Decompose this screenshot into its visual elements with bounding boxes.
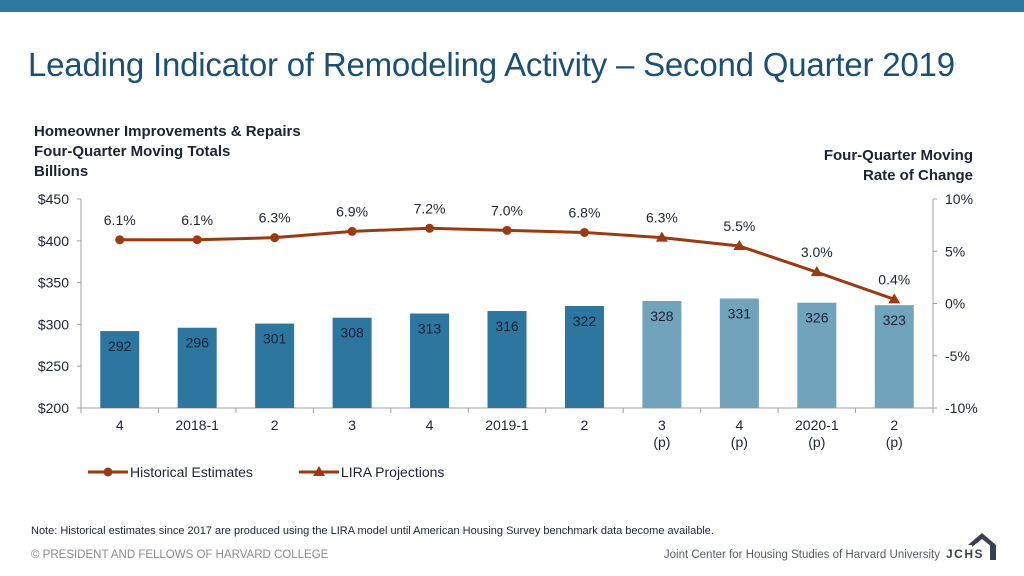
bar (177, 327, 217, 408)
line-point (425, 223, 435, 233)
bar (642, 300, 682, 408)
line-value-label: 3.0% (801, 244, 833, 260)
circle-marker-icon (88, 467, 128, 477)
line-value-label: 6.1% (181, 212, 213, 228)
left-tick-label: $250 (38, 358, 69, 374)
right-tick-label: 10% (945, 191, 973, 207)
line-value-label: 5.5% (723, 218, 755, 234)
x-tick-label: 2 (890, 417, 898, 433)
legend-item-projections: LIRA Projections (298, 464, 445, 480)
bar (100, 331, 140, 408)
bar-value-label: 296 (186, 335, 210, 351)
x-tick-label: 2 (271, 417, 279, 433)
chart-legend: Historical Estimates LIRA Projections (88, 464, 444, 480)
x-tick-sublabel: (p) (886, 434, 903, 450)
x-tick-label: 2019-1 (485, 417, 529, 433)
left-axis-title: Homeowner Improvements & Repairs Four-Qu… (34, 122, 301, 182)
x-tick-label: 4 (735, 417, 743, 433)
organization-name: Joint Center for Housing Studies of Harv… (663, 549, 940, 561)
right-tick-label: 0% (945, 296, 965, 312)
triangle-marker-icon (298, 466, 339, 476)
line-value-label: 6.9% (336, 203, 368, 219)
line-value-label: 0.4% (878, 271, 910, 287)
left-axis-title-line: Billions (34, 163, 89, 180)
bar-value-label: 301 (263, 331, 287, 347)
logo-text: JCHS (946, 547, 984, 561)
right-tick-label: -5% (945, 348, 970, 364)
x-tick-sublabel: (p) (808, 434, 825, 450)
x-tick-sublabel: (p) (731, 434, 748, 450)
right-axis-title: Four-Quarter Moving Rate of Change (824, 146, 973, 186)
line-point (810, 266, 823, 277)
jchs-logo-icon: JCHS (946, 533, 996, 561)
bar (255, 323, 295, 408)
line-value-label: 6.8% (568, 204, 600, 220)
bar-value-label: 331 (728, 305, 752, 321)
line-point (502, 225, 512, 235)
left-tick-label: $200 (38, 400, 69, 416)
left-tick-label: $300 (38, 316, 69, 332)
line-value-label: 6.3% (259, 210, 291, 226)
left-axis-title-line: Homeowner Improvements & Repairs (34, 123, 301, 140)
x-tick-label: 2018-1 (175, 417, 219, 433)
x-tick-label: 3 (658, 417, 666, 433)
line-point (115, 235, 125, 245)
bar (564, 306, 604, 408)
bar (797, 302, 837, 408)
legend-label: Historical Estimates (130, 464, 253, 480)
right-axis-title-line: Rate of Change (862, 167, 973, 184)
bar (410, 313, 450, 408)
bar-value-label: 316 (495, 318, 519, 334)
line-value-label: 6.1% (104, 212, 136, 228)
line-value-label: 6.3% (646, 210, 678, 226)
copyright-text: © PRESIDENT AND FELLOWS OF HARVARD COLLE… (31, 549, 329, 561)
left-axis-title-line: Four-Quarter Moving Totals (34, 143, 231, 160)
bar (332, 317, 372, 408)
legend-item-historical: Historical Estimates (88, 464, 253, 480)
line-value-label: 7.0% (491, 202, 523, 218)
bar-value-label: 326 (805, 310, 829, 326)
x-tick-sublabel: (p) (653, 434, 670, 450)
right-tick-label: 5% (945, 243, 965, 259)
bar (487, 311, 527, 408)
footnote: Note: Historical estimates since 2017 ar… (31, 525, 714, 537)
line-point (270, 233, 280, 243)
bar (874, 305, 914, 408)
right-axis-title-line: Four-Quarter Moving (823, 147, 973, 164)
legend-label: LIRA Projections (340, 464, 445, 480)
x-tick-label: 3 (348, 417, 356, 433)
bar-value-label: 292 (108, 338, 132, 354)
line-point (579, 227, 589, 237)
top-accent-bar (0, 0, 1024, 12)
bar-value-label: 313 (418, 321, 442, 337)
x-tick-label: 2020-1 (795, 417, 839, 433)
page-title: Leading Indicator of Remodeling Activity… (28, 46, 955, 83)
bar-value-label: 323 (883, 312, 907, 328)
line-value-label: 7.2% (414, 200, 446, 216)
line-point (192, 235, 202, 245)
left-tick-label: $450 (38, 191, 69, 207)
bar-value-label: 308 (340, 325, 364, 341)
bar (719, 298, 759, 408)
left-tick-label: $350 (38, 275, 69, 291)
line-point (655, 231, 668, 242)
x-tick-label: 2 (581, 417, 589, 433)
x-tick-label: 4 (116, 417, 124, 433)
left-tick-label: $400 (38, 233, 69, 249)
right-tick-label: -10% (945, 400, 978, 416)
bar-value-label: 322 (573, 313, 597, 329)
bar-value-label: 328 (650, 308, 674, 324)
line-point (733, 240, 746, 251)
line-point (888, 293, 901, 304)
line-point (347, 226, 357, 236)
x-tick-label: 4 (426, 417, 434, 433)
